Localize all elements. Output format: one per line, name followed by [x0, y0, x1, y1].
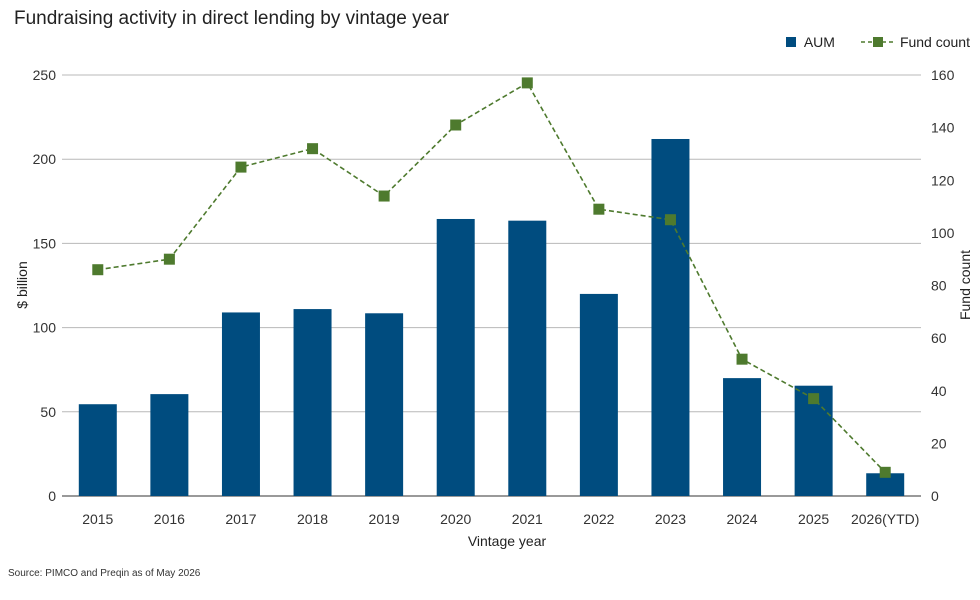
y2-tick-label: 0 — [931, 488, 939, 504]
fund-count-marker — [235, 161, 247, 173]
x-tick-label: 2016 — [154, 511, 185, 527]
y2-tick-label: 40 — [931, 383, 947, 399]
y2-tick-label: 140 — [931, 120, 955, 136]
bar-aum — [221, 312, 260, 496]
fund-count-line — [92, 77, 891, 478]
y2-tick-label: 160 — [931, 67, 955, 83]
fund-count-marker — [307, 143, 319, 155]
y-tick-label: 0 — [48, 488, 56, 504]
fund-count-marker — [163, 253, 175, 265]
y-axis-label: $ billion — [14, 261, 30, 308]
bar-aum — [579, 293, 618, 496]
bar-aum — [866, 473, 905, 496]
bar-aum — [508, 220, 547, 496]
fund-count-marker — [521, 77, 533, 89]
bar-aum — [293, 309, 332, 496]
bar-aum — [651, 138, 690, 496]
legend-label-fund-count: Fund count — [899, 34, 970, 50]
x-axis-label: Vintage year — [468, 533, 547, 549]
fund-count-marker — [92, 264, 104, 276]
y2-tick-label: 120 — [931, 172, 955, 188]
gridlines — [62, 74, 921, 497]
aum-bars — [78, 138, 905, 496]
bar-aum — [436, 218, 475, 496]
x-tick-label: 2022 — [583, 511, 614, 527]
axes: 0 50 100 150 200 250 0 20 40 60 80 100 120 140 160 2015… — [33, 67, 955, 527]
x-tick-label: 2019 — [369, 511, 400, 527]
fund-count-marker — [593, 203, 605, 215]
fund-count-marker — [879, 466, 891, 478]
fund-count-marker — [450, 119, 462, 131]
bar-aum — [723, 378, 762, 496]
x-tick-label: 2026(YTD) — [851, 511, 919, 527]
legend-item-fund-count: Fund count — [860, 34, 970, 50]
y2-tick-label: 20 — [931, 435, 947, 451]
bar-aum — [365, 313, 404, 496]
y-tick-label: 100 — [33, 320, 57, 336]
legend-swatch-aum — [785, 37, 796, 47]
x-tick-label: 2025 — [798, 511, 829, 527]
y2-tick-label: 60 — [931, 330, 947, 346]
fund-count-marker — [378, 190, 390, 202]
bar-aum — [78, 404, 117, 496]
y2-tick-label: 100 — [931, 225, 955, 241]
x-tick-label: 2020 — [440, 511, 471, 527]
legend-label-aum: AUM — [803, 34, 835, 50]
y2-axis-label: Fund count — [957, 250, 973, 320]
fund-count-marker — [664, 214, 676, 226]
x-tick-label: 2021 — [512, 511, 543, 527]
fund-count-marker — [808, 393, 820, 405]
y-tick-label: 50 — [40, 404, 56, 420]
legend-item-aum: AUM — [785, 34, 835, 50]
y-tick-label: 250 — [33, 67, 57, 83]
bar-aum — [150, 394, 189, 496]
x-tick-label: 2017 — [225, 511, 256, 527]
x-tick-label: 2023 — [655, 511, 686, 527]
y-tick-label: 150 — [33, 235, 57, 251]
y2-tick-label: 80 — [931, 278, 947, 294]
x-tick-label: 2018 — [297, 511, 328, 527]
x-tick-label: 2015 — [82, 511, 113, 527]
chart-title: Fundraising activity in direct lending b… — [14, 8, 450, 29]
y-tick-label: 200 — [33, 151, 57, 167]
fund-count-marker — [736, 353, 748, 365]
source-note: Source: PIMCO and Preqin as of May 2026 — [8, 568, 201, 579]
x-tick-label: 2024 — [726, 511, 757, 527]
legend: AUM Fund count — [760, 34, 970, 50]
legend-swatch-fund-count — [860, 37, 895, 47]
fund-count-path — [97, 81, 886, 473]
